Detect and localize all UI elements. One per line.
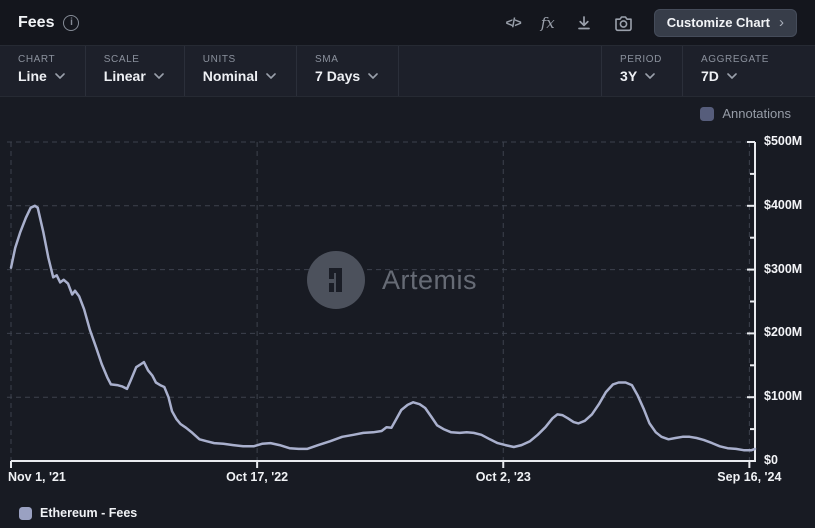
- x-axis-tick-label: Nov 1, '21: [8, 470, 66, 484]
- dropdown-value: Nominal: [202, 68, 259, 84]
- dropdown-value: 3Y: [620, 68, 638, 84]
- chevron-down-icon: [266, 73, 276, 79]
- formula-fx-icon[interactable]: fx: [540, 13, 555, 32]
- scale-dropdown[interactable]: SCALE Linear: [86, 46, 185, 96]
- chart-settings-toolbar: CHART Line SCALE Linear UNITS Nominal SM…: [0, 46, 815, 97]
- period-dropdown[interactable]: PERIOD 3Y: [601, 46, 682, 96]
- y-axis-tick-label: $100M: [764, 389, 803, 404]
- chevron-down-icon: [54, 73, 65, 79]
- chevron-down-icon: [368, 73, 378, 79]
- dropdown-label: SCALE: [103, 54, 140, 65]
- y-axis-tick-label: $400M: [764, 197, 803, 212]
- embed-code-icon[interactable]: </>: [505, 15, 522, 30]
- annotations-label: Annotations: [722, 106, 791, 121]
- x-axis-tick-label: Sep 16, '24: [717, 470, 782, 484]
- toolbar-spacer: [399, 46, 601, 96]
- widget-header: Fees i </> fx Customize Chart ›: [0, 0, 815, 46]
- dropdown-label: PERIOD: [620, 54, 662, 65]
- aggregate-dropdown[interactable]: AGGREGATE 7D: [681, 46, 815, 96]
- screenshot-camera-icon[interactable]: [613, 13, 634, 33]
- dropdown-label: AGGREGATE: [700, 54, 769, 65]
- sma-dropdown[interactable]: SMA 7 Days: [297, 46, 400, 96]
- y-axis-tick-label: $300M: [764, 261, 803, 276]
- y-axis-tick-label: $0: [764, 453, 778, 467]
- legend-label: Ethereum - Fees: [40, 506, 138, 520]
- customize-chart-button[interactable]: Customize Chart ›: [653, 8, 797, 37]
- dropdown-value: 7 Days: [315, 68, 361, 84]
- chevron-down-icon: [727, 73, 737, 79]
- header-actions: </> fx Customize Chart ›: [505, 8, 797, 37]
- info-icon[interactable]: i: [63, 14, 80, 31]
- page-title: Fees: [18, 13, 55, 31]
- x-axis-tick-label: Oct 2, '23: [475, 470, 531, 484]
- units-dropdown[interactable]: UNITS Nominal: [185, 46, 298, 96]
- legend-item-ethereum-fees[interactable]: Ethereum - Fees: [19, 506, 137, 520]
- annotations-toggle: Annotations: [700, 106, 791, 121]
- dropdown-value: Linear: [103, 68, 146, 84]
- chevron-right-icon: ›: [779, 13, 784, 31]
- annotations-checkbox[interactable]: [700, 106, 715, 121]
- download-icon[interactable]: [575, 13, 593, 33]
- dropdown-value: 7D: [700, 68, 719, 84]
- dropdown-label: UNITS: [202, 54, 236, 65]
- y-axis-tick-label: $500M: [764, 134, 803, 148]
- y-axis-tick-label: $200M: [764, 325, 803, 340]
- x-axis-tick-label: Oct 17, '22: [226, 470, 289, 484]
- dropdown-value: Line: [18, 68, 47, 84]
- chart-type-dropdown[interactable]: CHART Line: [0, 46, 86, 96]
- legend-swatch: [19, 506, 32, 520]
- chevron-down-icon: [645, 73, 655, 79]
- dropdown-label: CHART: [18, 54, 56, 65]
- dropdown-label: SMA: [315, 54, 339, 65]
- customize-chart-label: Customize Chart: [666, 14, 770, 30]
- chevron-down-icon: [153, 73, 164, 79]
